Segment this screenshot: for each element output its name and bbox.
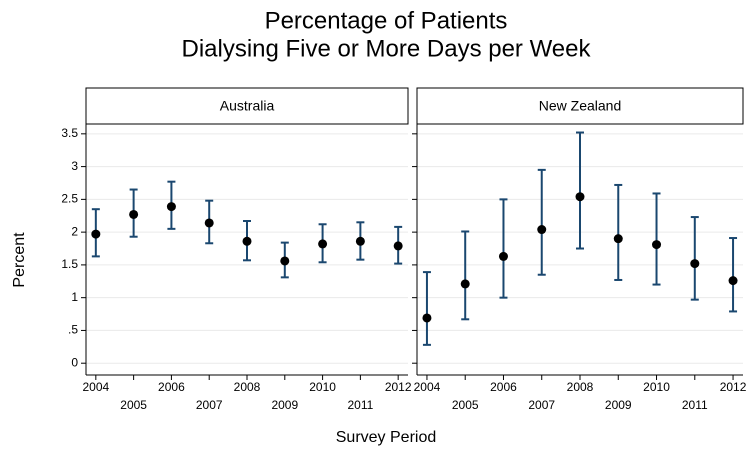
point <box>728 276 738 286</box>
y-tick-label: 2 <box>71 224 78 238</box>
point <box>498 251 508 261</box>
x-tick-label: 2004 <box>82 380 109 394</box>
point <box>652 240 662 250</box>
point <box>355 236 365 246</box>
point <box>613 234 623 244</box>
point <box>575 192 585 202</box>
x-tick-label: 2009 <box>271 398 298 412</box>
point <box>91 229 101 239</box>
x-tick-label: 2004 <box>414 380 441 394</box>
y-tick-label: 1.5 <box>61 257 78 271</box>
y-tick-label: 2.5 <box>61 192 78 206</box>
y-tick-label: 3.5 <box>61 126 78 140</box>
x-axis-title: Survey Period <box>336 429 437 446</box>
y-tick-label: 1 <box>71 290 78 304</box>
x-tick-label: 2006 <box>490 380 517 394</box>
y-tick-label: 3 <box>71 159 78 173</box>
x-tick-label: 2010 <box>643 380 670 394</box>
x-tick-label: 2011 <box>347 398 373 412</box>
x-tick-label: 2012 <box>385 380 412 394</box>
point <box>129 209 139 219</box>
panel-header <box>416 87 744 125</box>
point <box>422 313 432 323</box>
x-tick-label: 2006 <box>158 380 185 394</box>
y-tick-label: 0 <box>71 355 78 369</box>
point <box>393 241 403 251</box>
x-tick-label: 2005 <box>452 398 479 412</box>
x-tick-label: 2008 <box>567 380 594 394</box>
x-tick-label: 2010 <box>309 380 336 394</box>
x-tick-label: 2007 <box>196 398 223 412</box>
y-tick-label: .5 <box>68 323 78 337</box>
point <box>280 256 290 266</box>
panel-header <box>85 87 409 125</box>
point <box>242 236 252 246</box>
point <box>204 218 214 228</box>
y-axis-title: Percent <box>11 232 28 288</box>
point <box>537 225 547 235</box>
x-tick-label: 2009 <box>605 398 632 412</box>
x-tick-label: 2008 <box>234 380 261 394</box>
point <box>460 279 470 289</box>
x-tick-label: 2005 <box>120 398 147 412</box>
point <box>690 259 700 269</box>
chart-title: Dialysing Five or More Days per Week <box>181 35 591 62</box>
x-tick-label: 2011 <box>682 398 708 412</box>
chart-title: Percentage of Patients <box>265 7 508 34</box>
panel-title: New Zealand <box>539 98 622 114</box>
point <box>318 239 328 249</box>
x-tick-label: 2012 <box>720 380 747 394</box>
panel-title: Australia <box>220 98 275 114</box>
x-tick-label: 2007 <box>528 398 555 412</box>
point <box>166 202 176 212</box>
